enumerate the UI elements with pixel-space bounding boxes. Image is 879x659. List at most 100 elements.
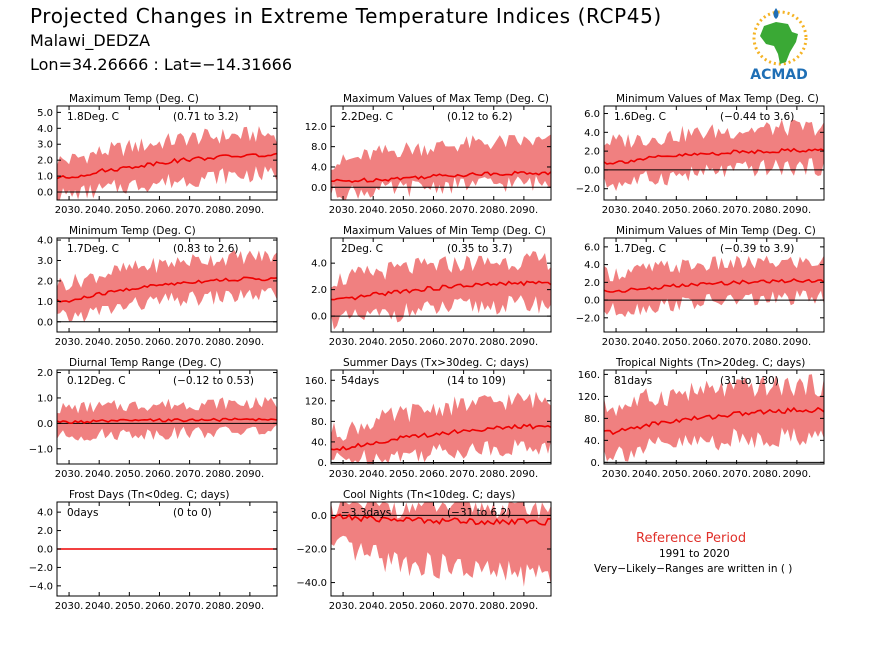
y-tick-label: 160.	[578, 370, 600, 381]
mean-change-label: 1.8Deg. C	[67, 111, 119, 123]
mean-change-label: 0days	[67, 507, 98, 519]
x-tick-label: 2050.	[389, 205, 418, 216]
y-tick-label: 0.	[590, 458, 600, 469]
x-tick-label: 2050.	[662, 469, 691, 480]
x-tick-label: 2090.	[783, 337, 812, 348]
plot-frame	[330, 237, 552, 333]
y-tick-label: 2.0	[584, 278, 600, 289]
chart-panel: 0. 40. 80. 120. 160. 2030. 2040. 2050. 2060. 2070…	[578, 357, 825, 480]
mean-line	[330, 513, 552, 526]
x-tick-label: 2030.	[602, 469, 631, 480]
x-tick-label: 2030.	[55, 337, 84, 348]
y-tick-label: 80.	[584, 414, 600, 425]
y-tick-label: 4.0	[584, 260, 600, 271]
mean-line	[603, 278, 825, 293]
y-tick-label: −2.0	[576, 184, 600, 195]
x-tick-label: 2050.	[662, 337, 691, 348]
x-tick-label: 2060.	[419, 601, 448, 612]
x-tick-label: 2040.	[359, 601, 388, 612]
y-tick-label: 8.0	[311, 142, 327, 153]
x-tick-label: 2090.	[236, 601, 265, 612]
mean-line	[603, 406, 825, 436]
y-tick-label: 2.0	[584, 147, 600, 158]
y-tick-label: −20.0	[296, 545, 327, 556]
y-tick-label: 0.0	[37, 545, 53, 556]
plot-frame	[603, 369, 825, 465]
x-tick-label: 2080.	[752, 205, 781, 216]
y-tick-label: 2.0	[37, 368, 53, 379]
chart-panel: 0.0 1.0 2.0 3.0 4.0 2030. 2040. 2050. 2060. 2070.…	[37, 225, 278, 348]
x-tick-label: 2050.	[389, 469, 418, 480]
x-tick-label: 2040.	[632, 469, 661, 480]
y-tick-label: 4.0	[37, 124, 53, 135]
x-tick-label: 2060.	[692, 205, 721, 216]
x-tick-label: 2070.	[449, 601, 478, 612]
y-tick-label: 0.0	[311, 312, 327, 323]
chart-panel: −2.0 0.0 2.0 4.0 6.0 2030. 2040. 2050. 2060. 2070…	[576, 225, 825, 348]
chart-title: Minimum Values of Min Temp (Deg. C)	[616, 225, 816, 237]
x-tick-label: 2030.	[55, 205, 84, 216]
x-tick-label: 2090.	[236, 337, 265, 348]
y-tick-label: −40.0	[296, 578, 327, 589]
range-band	[57, 250, 277, 323]
x-tick-label: 2090.	[236, 469, 265, 480]
x-tick-label: 2070.	[722, 205, 751, 216]
chart-title: Frost Days (Tn<0deg. C; days)	[69, 489, 229, 501]
y-tick-label: 0.0	[311, 183, 327, 194]
x-tick-label: 2090.	[783, 469, 812, 480]
x-tick-label: 2080.	[479, 469, 508, 480]
y-tick-label: 3.0	[37, 256, 53, 267]
y-tick-label: −1.0	[29, 444, 53, 455]
x-tick-label: 2080.	[205, 337, 234, 348]
range-band	[331, 134, 551, 200]
very-likely-range-label: (14 to 109)	[447, 375, 506, 387]
chart-title: Maximum Values of Max Temp (Deg. C)	[343, 93, 549, 105]
y-tick-label: 40.	[584, 436, 600, 447]
x-tick-label: 2080.	[205, 205, 234, 216]
x-tick-label: 2070.	[722, 337, 751, 348]
x-tick-label: 2030.	[55, 469, 84, 480]
y-tick-label: 3.0	[37, 140, 53, 151]
x-tick-label: 2050.	[115, 205, 144, 216]
x-tick-label: 2030.	[329, 205, 358, 216]
plot-frame	[56, 105, 278, 201]
x-tick-label: 2060.	[145, 205, 174, 216]
station-coordinates: Lon=34.26666 : Lat=−14.31666	[30, 55, 293, 74]
y-tick-label: 160.	[305, 376, 327, 387]
x-tick-label: 2030.	[602, 205, 631, 216]
x-tick-label: 2050.	[389, 601, 418, 612]
very-likely-range-label: (0.83 to 2.6)	[173, 243, 239, 255]
x-tick-label: 2080.	[479, 205, 508, 216]
range-band	[331, 502, 551, 587]
x-tick-label: 2080.	[205, 601, 234, 612]
x-tick-label: 2080.	[205, 469, 234, 480]
x-tick-label: 2030.	[329, 337, 358, 348]
plot-frame	[603, 237, 825, 333]
chart-title: Cool Nights (Tn<10deg. C; days)	[343, 489, 515, 501]
y-tick-label: 40.	[311, 437, 327, 448]
x-tick-label: 2070.	[449, 337, 478, 348]
x-tick-label: 2080.	[752, 337, 781, 348]
very-likely-range-label: (0 to 0)	[173, 507, 212, 519]
x-tick-label: 2030.	[55, 601, 84, 612]
x-tick-label: 2060.	[419, 337, 448, 348]
x-tick-label: 2070.	[175, 205, 204, 216]
y-tick-label: 1.0	[37, 393, 53, 404]
x-tick-label: 2040.	[632, 337, 661, 348]
chart-title: Maximum Values of Min Temp (Deg. C)	[343, 225, 546, 237]
x-tick-label: 2050.	[115, 337, 144, 348]
x-tick-label: 2060.	[692, 337, 721, 348]
mean-line	[331, 170, 552, 183]
mean-change-label: −3.3days	[341, 507, 391, 519]
y-tick-label: −4.0	[29, 581, 53, 592]
y-tick-label: −2.0	[29, 563, 53, 574]
plot-frame	[330, 369, 552, 465]
acmad-logo-text: ACMAD	[750, 67, 808, 82]
chart-title: Diurnal Temp Range (Deg. C)	[69, 357, 221, 369]
y-tick-label: 1.0	[37, 297, 53, 308]
y-tick-label: 4.0	[311, 259, 327, 270]
drop-icon	[773, 8, 779, 19]
